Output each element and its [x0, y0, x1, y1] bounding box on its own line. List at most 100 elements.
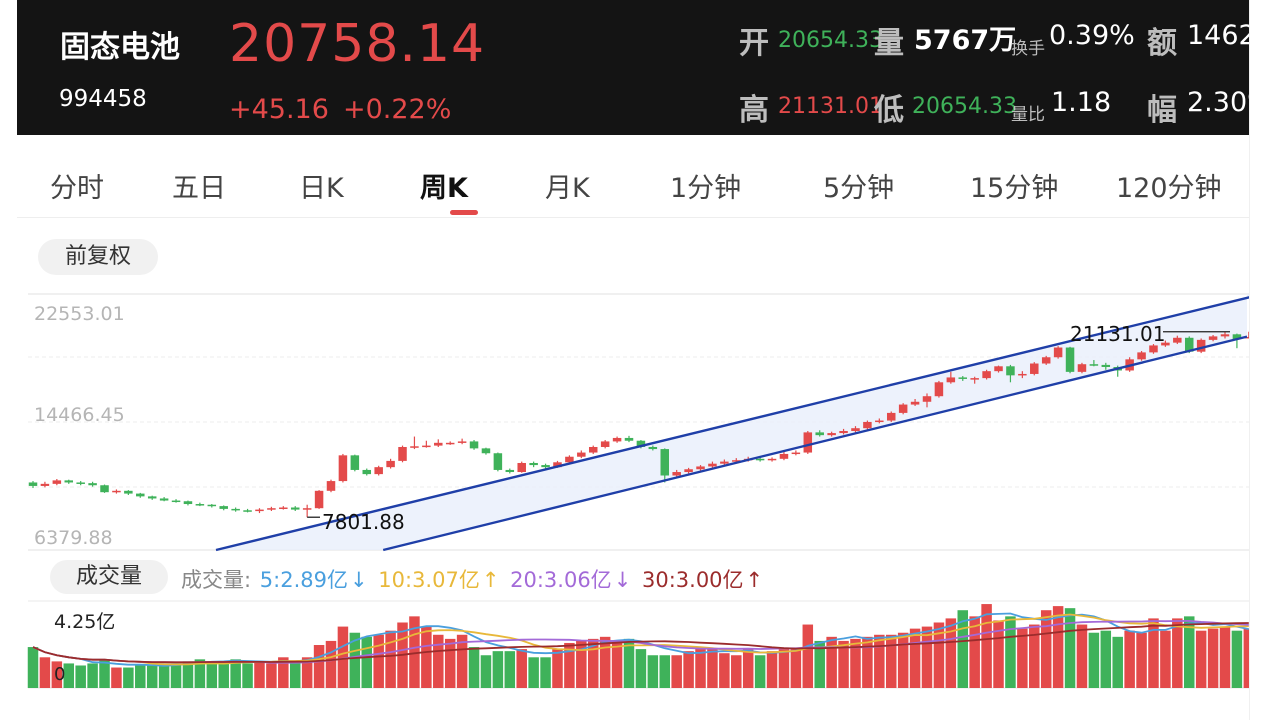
candle: [517, 461, 526, 473]
tab-intraday[interactable]: 分时: [50, 173, 104, 204]
volume-bar: [564, 642, 575, 688]
candle: [851, 426, 860, 433]
ma10-legend: 10:3.07亿↑: [378, 568, 500, 592]
volume-bar: [182, 661, 194, 688]
candle-body: [648, 446, 658, 450]
candle: [779, 451, 789, 461]
volume-bar: [1136, 632, 1147, 688]
volume-bar: [969, 616, 980, 688]
candle: [898, 403, 908, 415]
ma10-line: [32, 613, 1249, 666]
y-axis-label: 14466.45: [34, 404, 125, 426]
candle-body: [839, 430, 848, 434]
candle: [529, 461, 538, 468]
volume-bar: [504, 651, 516, 688]
candle: [505, 468, 515, 474]
low-marker-label: 7801.88: [322, 510, 405, 534]
candle-body: [255, 509, 264, 512]
candle-body: [398, 446, 407, 461]
candle: [934, 380, 944, 398]
candle-body: [1173, 337, 1182, 343]
candle-body: [779, 453, 789, 459]
stock-name: 固态电池: [60, 30, 180, 65]
volume-bar: [289, 661, 301, 688]
volume-bar: [1005, 616, 1016, 688]
tab-five-day[interactable]: 五日: [172, 173, 226, 204]
candle: [565, 455, 574, 464]
volume-bar: [206, 661, 218, 688]
candle: [1101, 362, 1111, 370]
last-price: 20758.14: [229, 14, 486, 74]
candle: [803, 430, 813, 454]
candle-body: [434, 442, 443, 446]
candle: [612, 436, 622, 443]
ma20-legend: 20:3.06亿↓: [510, 568, 632, 592]
tab-monthly-k[interactable]: 月K: [545, 173, 590, 204]
volume-bar: [123, 667, 134, 688]
candle-body: [64, 480, 74, 483]
candle: [457, 438, 467, 445]
candle-body: [684, 469, 693, 473]
candle-body: [28, 482, 38, 486]
candle: [1030, 362, 1039, 376]
low-value: 20654.33: [912, 94, 1017, 119]
stock-code: 994458: [59, 86, 147, 112]
candle-body: [827, 433, 836, 436]
amount-label: 额: [1147, 26, 1177, 61]
active-tab-indicator: [450, 210, 478, 215]
candle-body: [267, 508, 276, 510]
candle: [1232, 333, 1242, 349]
volume-max-label: 4.25亿: [54, 611, 115, 633]
candle: [1161, 340, 1170, 347]
candle-body: [1089, 364, 1099, 366]
volume-bar: [647, 655, 659, 688]
candle: [279, 506, 288, 510]
candle-body: [732, 460, 741, 462]
right-edge-strip: [1249, 0, 1280, 720]
volume-legend: 成交量: 5:2.89亿↓ 10:3.07亿↑ 20:3.06亿↓ 30:3.0…: [181, 564, 767, 594]
volume-bar: [528, 657, 539, 688]
tab-5min[interactable]: 5分钟: [823, 173, 895, 204]
candle-body: [541, 465, 550, 468]
candle-body: [76, 482, 85, 484]
candle-body: [815, 432, 824, 436]
volume-bar: [921, 626, 933, 688]
candle-body: [159, 498, 169, 501]
candle-body: [886, 412, 896, 421]
candle-body: [350, 455, 360, 470]
turnover-label: 换手: [1011, 39, 1045, 59]
amount-value: 1462: [1187, 20, 1249, 51]
tab-120min[interactable]: 120分钟: [1116, 173, 1222, 204]
candle: [28, 481, 38, 489]
candle-body: [183, 501, 193, 505]
tab-15min[interactable]: 15分钟: [970, 173, 1059, 204]
volume-bar: [1160, 630, 1171, 688]
candle: [684, 467, 693, 474]
tab-weekly-k[interactable]: 周K: [420, 173, 468, 204]
candle-body: [338, 455, 348, 482]
candle-body: [553, 462, 562, 468]
tab-daily-k[interactable]: 日K: [299, 173, 344, 204]
volume-indicator-button[interactable]: 成交量: [50, 560, 168, 594]
volume-bar: [349, 632, 361, 688]
adjust-button[interactable]: 前复权: [38, 239, 158, 275]
volume-bar: [111, 667, 122, 688]
volume-bar: [981, 604, 992, 688]
candle-body: [290, 507, 300, 510]
candle: [136, 492, 145, 498]
volume-ma-lines: [32, 612, 1249, 667]
volume-bar: [373, 634, 384, 688]
tab-1min[interactable]: 1分钟: [670, 173, 742, 204]
candle-body: [1220, 334, 1230, 337]
candle-body: [1161, 342, 1170, 346]
volume-bar: [1017, 628, 1028, 688]
candle-body: [219, 506, 228, 509]
candle-body: [946, 377, 956, 383]
candle: [720, 459, 729, 466]
candle-body: [1196, 339, 1206, 352]
volume-bar: [51, 661, 63, 688]
volume-bar: [933, 622, 945, 688]
volume-bar: [850, 638, 861, 688]
candle-body: [469, 441, 479, 449]
volume-bar: [754, 655, 766, 688]
